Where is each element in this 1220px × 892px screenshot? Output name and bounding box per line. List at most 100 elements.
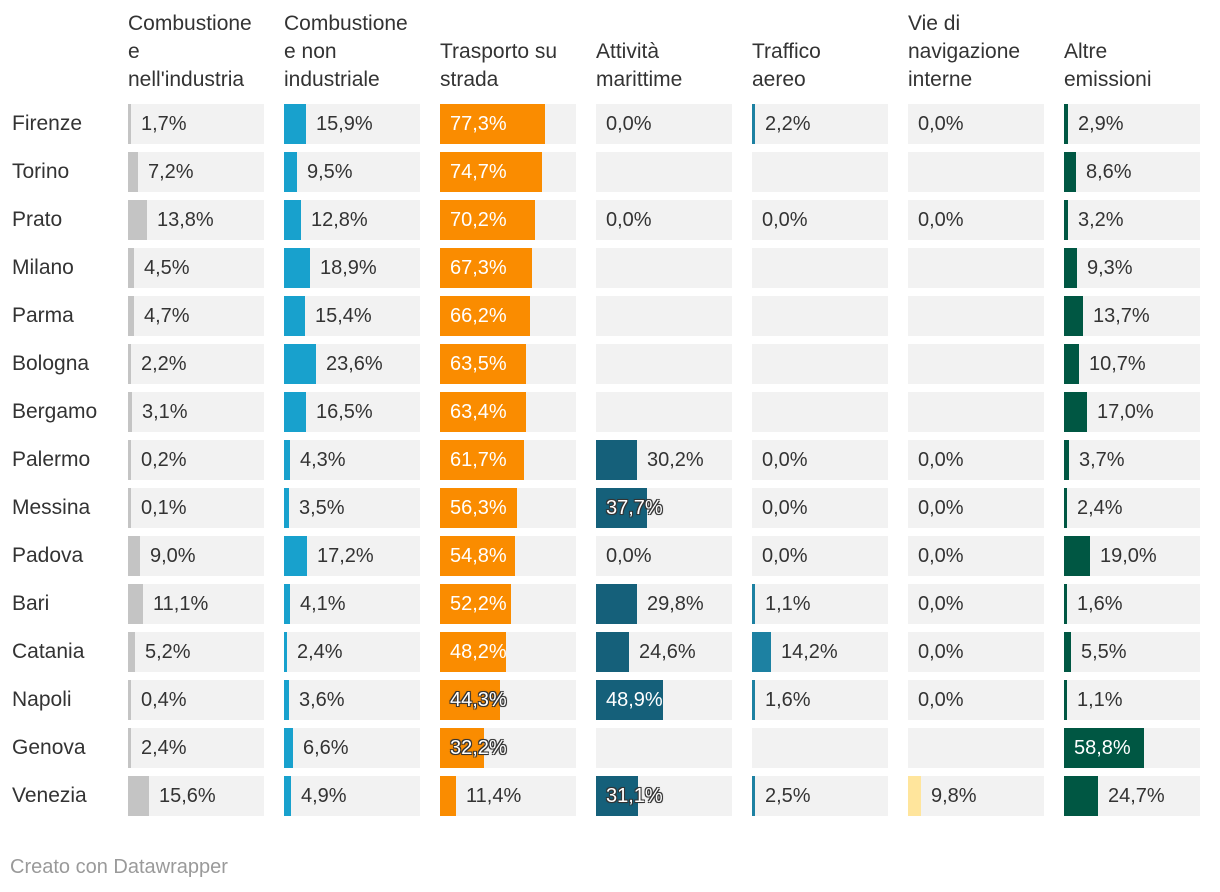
cell-napoli-road: 44,3% [440, 680, 576, 720]
cell-bologna-ind: 2,2% [128, 344, 264, 384]
bar-padova-other [1064, 536, 1090, 576]
cell-palermo-air: 0,0% [752, 440, 888, 480]
row-label-messina: Messina [12, 496, 91, 519]
bar-palermo-nonind [284, 440, 290, 480]
cell-milano-ind: 4,5% [128, 248, 264, 288]
bar-bergamo-other [1064, 392, 1087, 432]
bar-venezia-nonind [284, 776, 291, 816]
bar-bologna-nonind [284, 344, 316, 384]
bar-catania-nonind [284, 632, 287, 672]
cell-prato-nonind: 12,8% [284, 200, 420, 240]
bar-genova-ind [128, 728, 131, 768]
cell-firenze-other: 2,9% [1064, 104, 1200, 144]
bar-messina-sea [596, 488, 647, 528]
bar-parma-other [1064, 296, 1083, 336]
cell-milano-other: 9,3% [1064, 248, 1200, 288]
value-label-palermo-other: 3,7% [1079, 449, 1125, 471]
value-label-prato-inland: 0,0% [918, 209, 964, 231]
cell-torino-sea [596, 152, 732, 192]
row-label-venezia: Venezia [12, 784, 87, 807]
cell-padova-sea: 0,0% [596, 536, 732, 576]
cell-bologna-air [752, 344, 888, 384]
value-label-catania-inland: 0,0% [918, 641, 964, 663]
cell-firenze-air: 2,2% [752, 104, 888, 144]
cell-palermo-inland: 0,0% [908, 440, 1044, 480]
bar-firenze-road [440, 104, 545, 144]
bar-parma-road [440, 296, 530, 336]
value-label-padova-sea: 0,0% [606, 545, 652, 567]
cell-catania-nonind: 2,4% [284, 632, 420, 672]
cell-venezia-ind: 15,6% [128, 776, 264, 816]
cell-venezia-road: 11,4% [440, 776, 576, 816]
bar-messina-nonind [284, 488, 289, 528]
bar-catania-other [1064, 632, 1071, 672]
cell-milano-air [752, 248, 888, 288]
cell-bergamo-sea [596, 392, 732, 432]
cell-messina-nonind: 3,5% [284, 488, 420, 528]
value-label-torino-ind: 7,2% [148, 161, 194, 183]
bar-firenze-ind [128, 104, 131, 144]
bar-venezia-ind [128, 776, 149, 816]
value-label-genova-ind: 2,4% [141, 737, 187, 759]
bar-venezia-road [440, 776, 456, 816]
cell-firenze-inland: 0,0% [908, 104, 1044, 144]
value-label-palermo-ind: 0,2% [141, 449, 187, 471]
column-header-other: Altre emissioni [1064, 40, 1152, 91]
value-label-milano-other: 9,3% [1087, 257, 1133, 279]
cell-prato-other: 3,2% [1064, 200, 1200, 240]
bar-bari-road [440, 584, 511, 624]
cell-bologna-inland [908, 344, 1044, 384]
value-label-torino-other: 8,6% [1086, 161, 1132, 183]
row-label-genova: Genova [12, 736, 86, 759]
value-label-padova-air: 0,0% [762, 545, 808, 567]
value-label-messina-inland: 0,0% [918, 497, 964, 519]
bar-padova-ind [128, 536, 140, 576]
value-label-padova-road: 54,8% [450, 545, 507, 567]
row-label-padova: Padova [12, 544, 84, 567]
bar-bari-ind [128, 584, 143, 624]
cell-genova-air [752, 728, 888, 768]
cell-catania-other: 5,5% [1064, 632, 1200, 672]
bar-genova-nonind [284, 728, 293, 768]
cell-venezia-sea: 31,1% [596, 776, 732, 816]
cell-milano-sea [596, 248, 732, 288]
bar-napoli-other [1064, 680, 1067, 720]
value-label-firenze-ind: 1,7% [141, 113, 187, 135]
cell-parma-sea [596, 296, 732, 336]
cell-catania-air: 14,2% [752, 632, 888, 672]
bar-padova-nonind [284, 536, 307, 576]
value-label-venezia-sea: 31,1% [606, 785, 663, 807]
bar-torino-ind [128, 152, 138, 192]
value-label-firenze-other: 2,9% [1078, 113, 1124, 135]
value-label-firenze-inland: 0,0% [918, 113, 964, 135]
row-label-parma: Parma [12, 304, 74, 327]
cell-torino-inland [908, 152, 1044, 192]
bar-catania-air [752, 632, 771, 672]
value-label-catania-other: 5,5% [1081, 641, 1127, 663]
cell-venezia-inland: 9,8% [908, 776, 1044, 816]
cell-padova-nonind: 17,2% [284, 536, 420, 576]
value-label-torino-road: 74,7% [450, 161, 507, 183]
cell-firenze-ind: 1,7% [128, 104, 264, 144]
bar-prato-ind [128, 200, 147, 240]
bar-venezia-other [1064, 776, 1098, 816]
bar-catania-ind [128, 632, 135, 672]
value-label-parma-road: 66,2% [450, 305, 507, 327]
cell-parma-road: 66,2% [440, 296, 576, 336]
cell-padova-air: 0,0% [752, 536, 888, 576]
cell-prato-sea: 0,0% [596, 200, 732, 240]
row-label-milano: Milano [12, 256, 74, 279]
cell-catania-ind: 5,2% [128, 632, 264, 672]
cell-palermo-nonind: 4,3% [284, 440, 420, 480]
value-label-prato-air: 0,0% [762, 209, 808, 231]
cell-milano-road: 67,3% [440, 248, 576, 288]
cell-bologna-other: 10,7% [1064, 344, 1200, 384]
value-label-bari-ind: 11,1% [153, 593, 209, 615]
value-label-genova-other: 58,8% [1074, 737, 1131, 759]
bar-milano-other [1064, 248, 1077, 288]
value-label-bergamo-ind: 3,1% [142, 401, 188, 423]
value-label-bari-sea: 29,8% [647, 593, 704, 615]
value-label-palermo-inland: 0,0% [918, 449, 964, 471]
cell-messina-road: 56,3% [440, 488, 576, 528]
cell-bergamo-inland [908, 392, 1044, 432]
